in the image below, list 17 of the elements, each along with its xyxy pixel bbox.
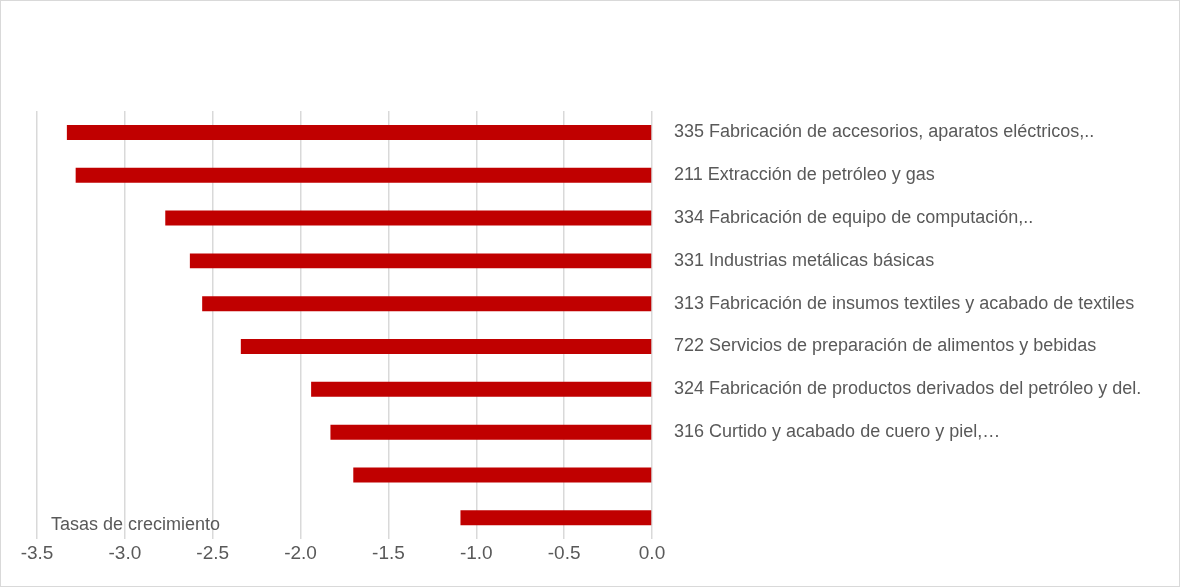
y-tick-label: 331 Industrias metálicas básicas: [674, 249, 935, 270]
y-tick-label: 324 Fabricación de productos derivados del petróleo y del.: [674, 378, 1142, 399]
x-tick-label: -2.5: [196, 541, 230, 563]
y-tick-label: 722 Servicios de preparación de alimentos y bebidas: [674, 335, 1097, 356]
y-tick-label: 334 Fabricación de equipo de computación,..: [674, 207, 1034, 228]
y-tick-label: 316 Curtido y acabado de cuero y piel,…: [674, 421, 1001, 442]
x-tick-label: -3.5: [20, 541, 54, 563]
x-tick-label: -1.0: [459, 541, 493, 563]
y-tick-label: 335 Fabricación de accesorios, aparatos eléctricos,..: [674, 121, 1095, 142]
x-tick-label: -0.5: [547, 541, 581, 563]
x-tick-label: -2.0: [284, 541, 317, 563]
y-tick-label: 211 Extracción de petróleo y gas: [674, 164, 935, 185]
annotation: Tasas de crecimiento: [51, 514, 221, 535]
y-tick-label: 313 Fabricación de insumos textiles y acabado de textiles: [674, 292, 1135, 313]
x-tick-label: -3.0: [108, 541, 142, 563]
x-tick-label: -1.5: [372, 541, 405, 563]
x-tick-label: 0.0: [638, 541, 666, 563]
